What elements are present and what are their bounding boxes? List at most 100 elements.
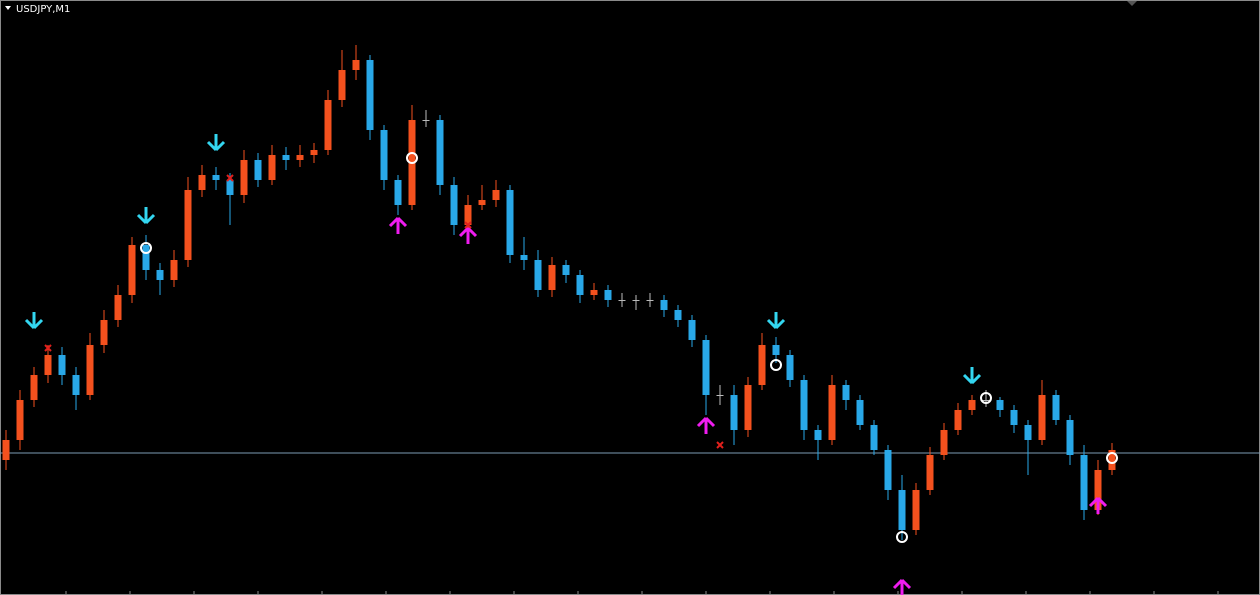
candle-body <box>310 150 318 155</box>
candle-body <box>730 395 738 430</box>
candle-body <box>912 490 920 530</box>
candle-body <box>226 180 234 195</box>
candle-body <box>660 300 668 310</box>
stop-cross <box>464 221 472 229</box>
candle-body <box>1052 395 1060 420</box>
sell-arrow <box>766 312 786 330</box>
candle-body <box>534 260 542 290</box>
candle-body <box>744 385 752 430</box>
candle-body <box>772 345 780 355</box>
candle-body <box>268 155 276 180</box>
candle-body <box>394 180 402 205</box>
candle-body <box>366 60 374 130</box>
candle-body <box>1024 425 1032 440</box>
candle-body <box>898 490 906 530</box>
candle-body <box>758 345 766 385</box>
candle-body <box>422 120 430 121</box>
candle-body <box>1010 410 1018 425</box>
candle-body <box>926 455 934 490</box>
candle-body <box>436 120 444 185</box>
exit-circle <box>980 392 992 404</box>
candle-body <box>1066 420 1074 455</box>
candle-body <box>828 385 836 440</box>
sell-arrow <box>206 134 226 152</box>
candle-body <box>716 395 724 396</box>
exit-circle <box>140 242 152 254</box>
candle-body <box>1080 455 1088 510</box>
candle-body <box>464 205 472 225</box>
exit-circle <box>1106 452 1118 464</box>
candle-body <box>282 155 290 160</box>
candle-body <box>702 340 710 395</box>
candle-body <box>30 375 38 400</box>
candle-body <box>352 60 360 70</box>
candle-body <box>450 185 458 225</box>
buy-arrow <box>892 578 912 595</box>
candle-body <box>254 160 262 180</box>
candle-body <box>506 190 514 255</box>
candle-body <box>870 425 878 450</box>
candle-body <box>548 265 556 290</box>
candle-body <box>296 155 304 160</box>
candle-body <box>800 380 808 430</box>
candle-body <box>646 300 654 301</box>
candle-body <box>1094 470 1102 510</box>
stop-cross <box>226 174 234 182</box>
candle-body <box>492 190 500 200</box>
candle-body <box>954 410 962 430</box>
candle-body <box>2 440 10 460</box>
candle-body <box>520 255 528 260</box>
candle-body <box>562 265 570 275</box>
candle-body <box>142 245 150 270</box>
candle-body <box>478 200 486 205</box>
candle-body <box>884 450 892 490</box>
candle-body <box>856 400 864 425</box>
sell-arrow <box>136 207 156 225</box>
candle-body <box>184 190 192 260</box>
candle-body <box>338 70 346 100</box>
candle-body <box>590 290 598 295</box>
candle-body <box>114 295 122 320</box>
candle-body <box>604 290 612 300</box>
exit-circle <box>770 359 782 371</box>
candle-body <box>786 355 794 380</box>
candle-body <box>380 130 388 180</box>
candle-body <box>940 430 948 455</box>
sell-arrow <box>962 367 982 385</box>
candle-body <box>674 310 682 320</box>
candle-body <box>1038 395 1046 440</box>
candle-body <box>240 160 248 195</box>
candle-body <box>982 400 990 401</box>
scroll-marker <box>1127 1 1137 6</box>
candle-body <box>198 175 206 190</box>
candle-body <box>44 355 52 375</box>
candle-body <box>576 275 584 295</box>
candle-body <box>632 300 640 301</box>
candle-body <box>1108 450 1116 470</box>
candle-body <box>324 100 332 150</box>
stop-cross <box>44 344 52 352</box>
symbol-menu-icon[interactable] <box>5 6 11 10</box>
sell-arrow <box>24 312 44 330</box>
stop-cross <box>716 441 724 449</box>
buy-arrow <box>388 216 408 234</box>
chart-title: USDJPY,M1 <box>16 4 70 15</box>
candle-body <box>842 385 850 400</box>
candle-body <box>814 430 822 440</box>
buy-arrow <box>696 416 716 434</box>
candle-body <box>968 400 976 410</box>
candle-body <box>128 245 136 295</box>
candle-body <box>16 400 24 440</box>
candle-body <box>688 320 696 340</box>
exit-circle <box>896 531 908 543</box>
candle-body <box>100 320 108 345</box>
buy-arrow <box>1088 496 1108 514</box>
candle-body <box>156 270 164 280</box>
exit-circle <box>406 152 418 164</box>
candle-body <box>212 175 220 180</box>
candle-body <box>996 400 1004 410</box>
candle-body <box>618 300 626 301</box>
